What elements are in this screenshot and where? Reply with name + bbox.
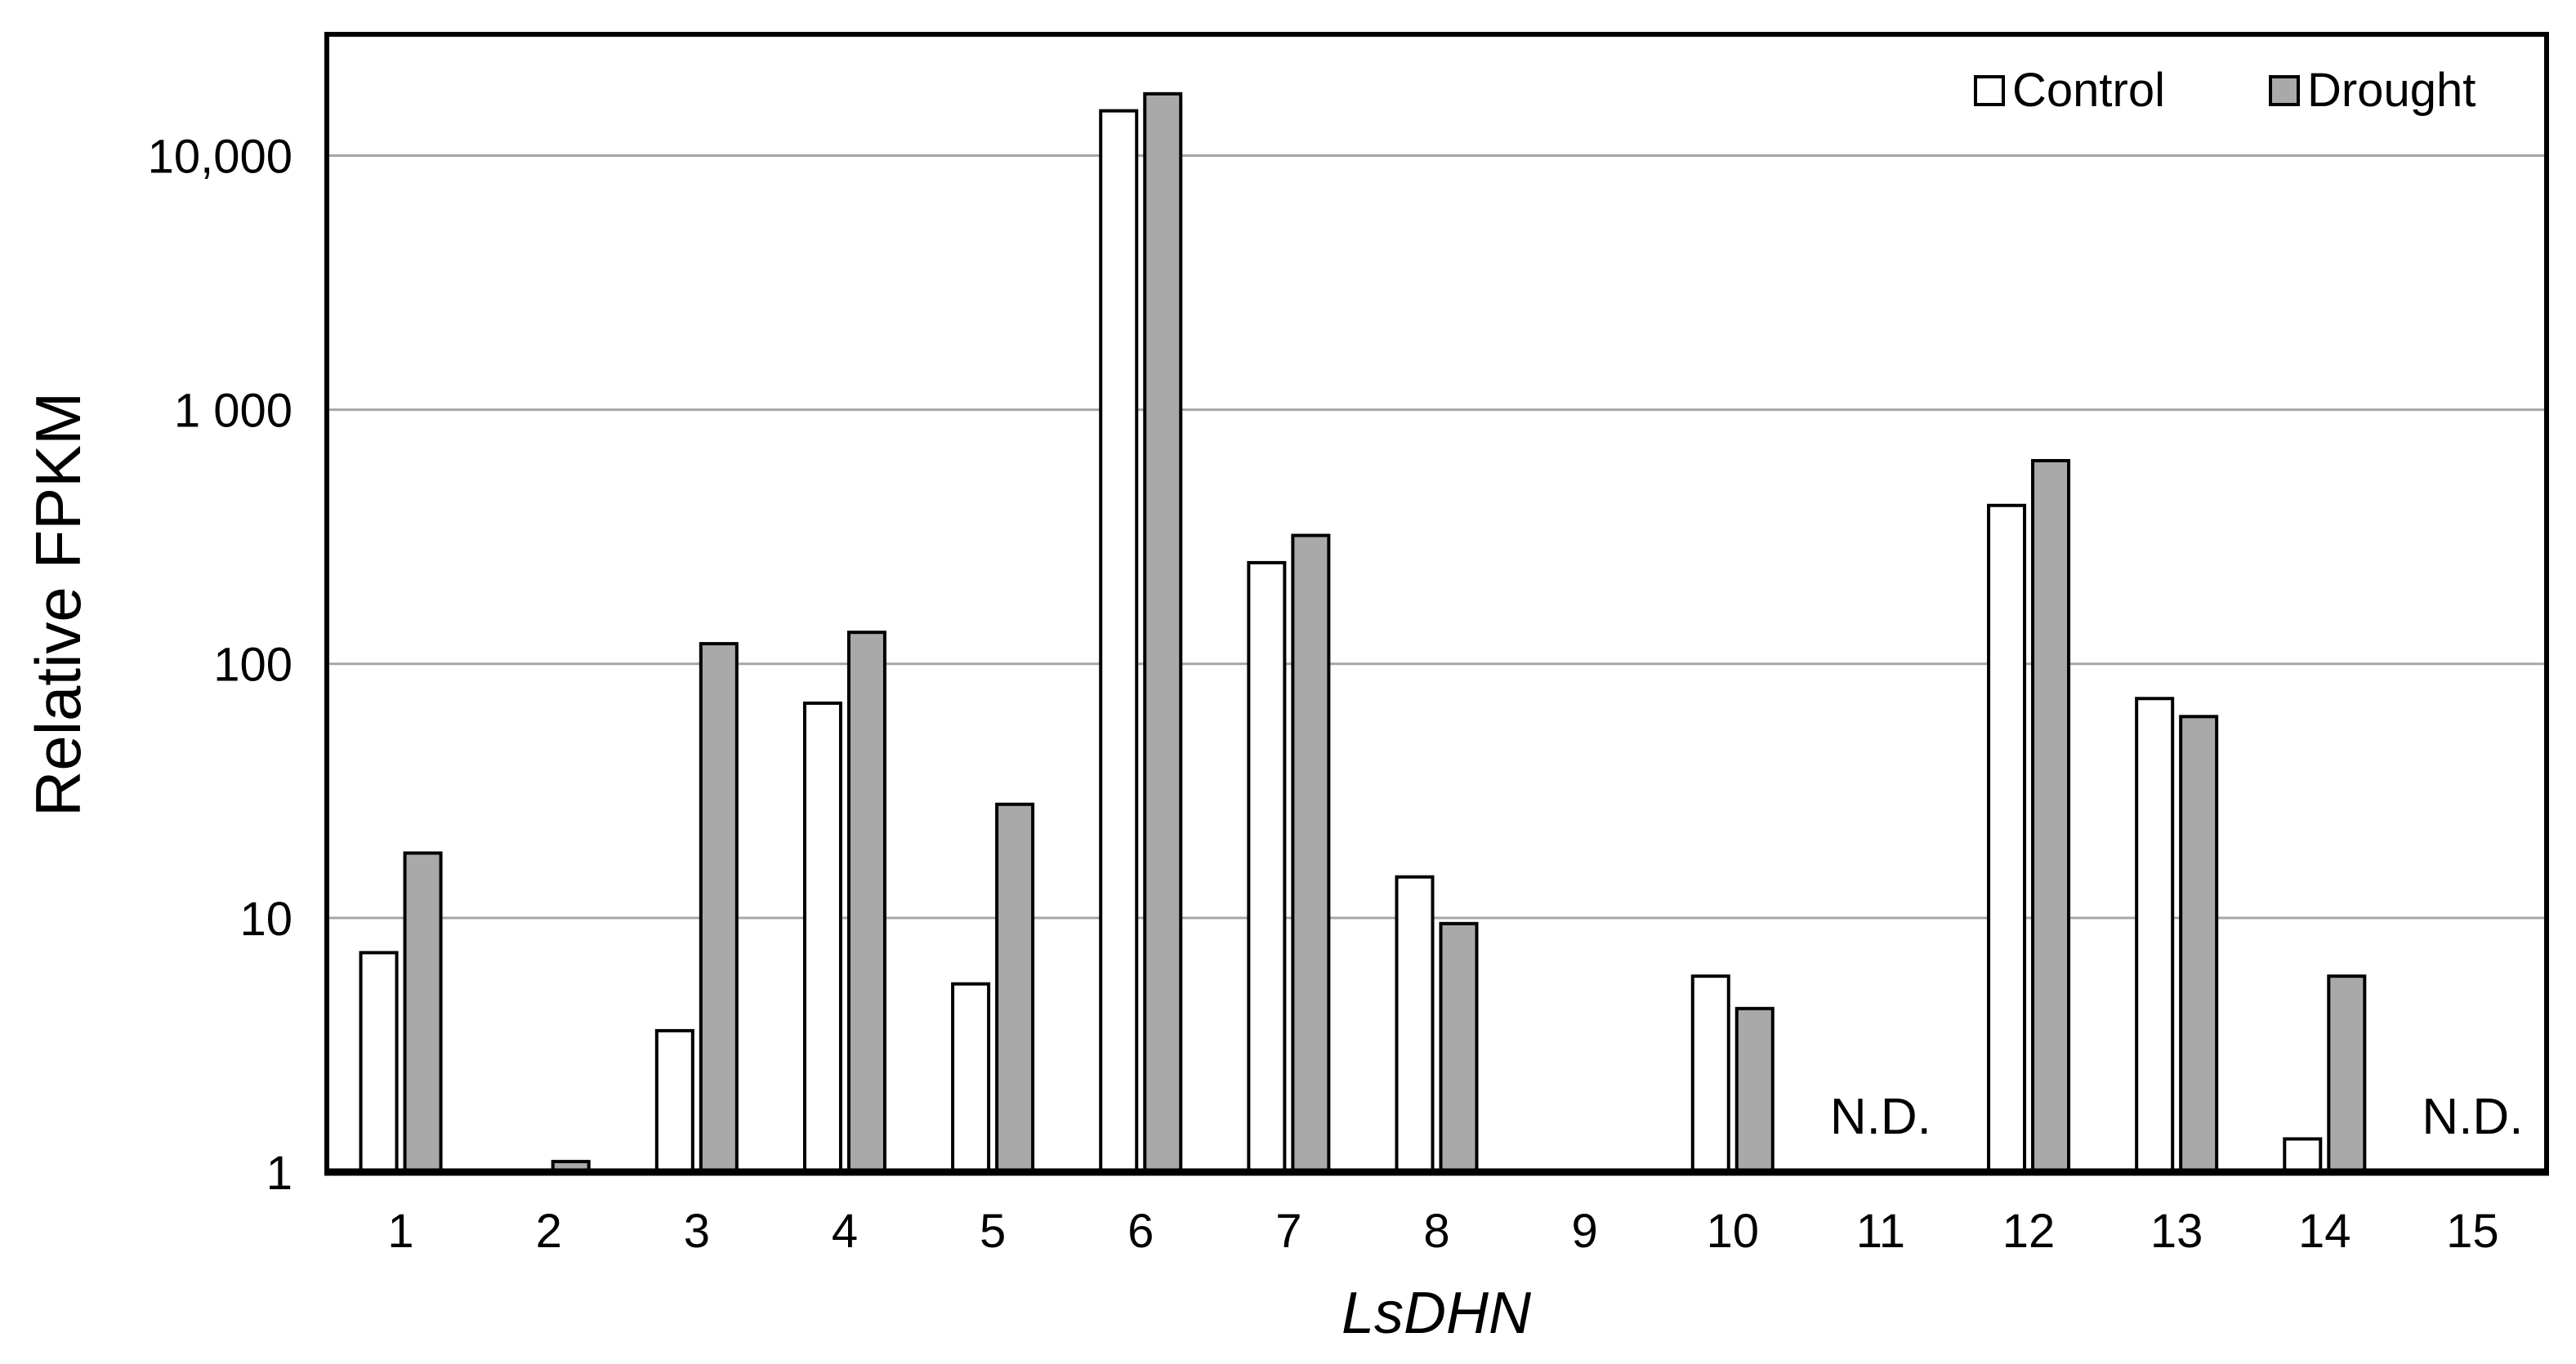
x-category-label-5: 5	[980, 1205, 1006, 1258]
x-category-label-11: 11	[1856, 1205, 1905, 1258]
nd-label-11: N.D.	[1830, 1089, 1931, 1145]
bar-drought-3	[699, 642, 739, 1174]
legend-swatch-drought	[2268, 75, 2300, 106]
legend-item-control: Control	[1974, 67, 2165, 114]
legend: Control Drought	[1974, 67, 2476, 114]
y-tick-label-1000: 1 000	[174, 385, 292, 438]
bar-control-10	[1690, 974, 1730, 1174]
bar-control-13	[2135, 697, 2175, 1174]
bar-control-7	[1247, 560, 1287, 1174]
legend-label-drought: Drought	[2306, 64, 2476, 117]
bar-drought-7	[1291, 533, 1331, 1174]
x-category-label-2: 2	[536, 1205, 562, 1258]
bar-control-3	[654, 1028, 694, 1174]
bar-drought-4	[846, 631, 886, 1174]
x-category-label-12: 12	[2002, 1205, 2056, 1258]
bar-drought-1	[403, 851, 443, 1174]
x-category-label-8: 8	[1423, 1205, 1449, 1258]
bar-drought-14	[2327, 974, 2367, 1174]
x-category-label-15: 15	[2446, 1205, 2499, 1258]
x-category-label-7: 7	[1275, 1205, 1301, 1258]
y-tick-label-1: 1	[266, 1147, 292, 1200]
bar-control-5	[951, 982, 991, 1175]
x-category-label-9: 9	[1572, 1205, 1598, 1258]
bar-control-14	[2283, 1137, 2323, 1174]
y-axis-title: Relative FPKM	[22, 391, 94, 817]
x-category-label-10: 10	[1707, 1205, 1760, 1258]
bar-control-4	[802, 701, 842, 1174]
bar-drought-8	[1439, 921, 1479, 1174]
x-category-label-1: 1	[387, 1205, 413, 1258]
legend-swatch-control	[1974, 75, 2005, 106]
x-category-label-4: 4	[832, 1205, 858, 1258]
x-category-label-3: 3	[684, 1205, 710, 1258]
bar-drought-13	[2179, 715, 2219, 1174]
y-tick-label-100: 100	[213, 639, 292, 692]
legend-label-control: Control	[2012, 64, 2165, 117]
x-axis-title: LsDHN	[1341, 1281, 1532, 1346]
bar-drought-5	[995, 802, 1035, 1175]
bar-drought-6	[1143, 91, 1183, 1175]
bar-drought-10	[1734, 1006, 1775, 1174]
bar-control-12	[1987, 503, 2027, 1174]
bar-control-1	[359, 951, 399, 1174]
y-tick-label-10: 10	[239, 893, 292, 946]
x-category-label-6: 6	[1127, 1205, 1154, 1258]
x-category-label-14: 14	[2298, 1205, 2351, 1258]
bar-drought-12	[2031, 459, 2071, 1174]
bar-control-6	[1099, 109, 1139, 1174]
x-category-label-13: 13	[2150, 1205, 2203, 1258]
nd-label-15: N.D.	[2422, 1089, 2523, 1145]
bar-control-8	[1395, 875, 1435, 1174]
y-tick-label-10000: 10,000	[148, 130, 292, 183]
legend-item-drought: Drought	[2268, 64, 2476, 117]
